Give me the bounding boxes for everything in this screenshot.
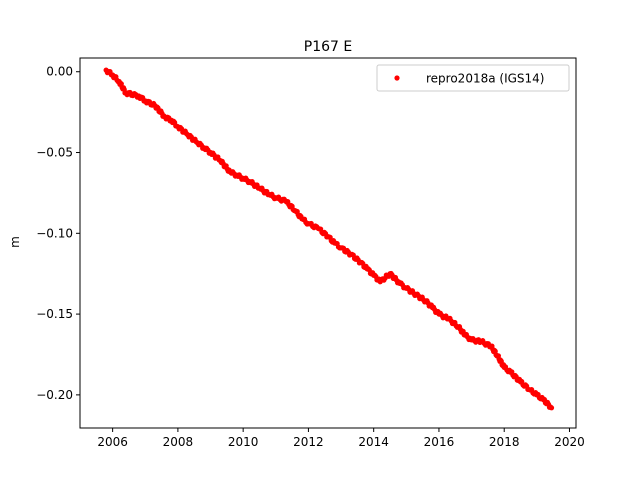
y-tick-label: −0.15 bbox=[36, 307, 73, 321]
x-tick-label: 2018 bbox=[489, 435, 520, 449]
x-tick-label: 2008 bbox=[163, 435, 194, 449]
legend-marker-dot-icon bbox=[394, 75, 400, 81]
x-axis-ticks: 2006 2008 2010 2012 2014 2016 2018 2020 bbox=[97, 428, 585, 449]
data-point-fill bbox=[547, 404, 554, 410]
legend-box bbox=[376, 64, 570, 92]
legend-entry-label: repro2018a (IGS14) bbox=[426, 72, 544, 86]
x-tick-label: 2010 bbox=[228, 435, 259, 449]
y-tick-label: −0.05 bbox=[36, 146, 73, 160]
x-tick-label: 2012 bbox=[293, 435, 324, 449]
x-tick-label: 2020 bbox=[554, 435, 585, 449]
chart-title: P167 E bbox=[304, 39, 352, 55]
y-axis-label: m bbox=[8, 236, 22, 248]
data-points bbox=[103, 67, 555, 411]
y-tick-label: −0.10 bbox=[36, 226, 73, 240]
x-tick-label: 2014 bbox=[358, 435, 389, 449]
plot-area-frame bbox=[79, 57, 577, 429]
data-point-fill bbox=[151, 100, 157, 107]
x-tick-label: 2006 bbox=[97, 435, 128, 449]
y-axis-ticks: 0.00 −0.05 −0.10 −0.15 −0.20 bbox=[36, 65, 80, 402]
x-tick-label: 2016 bbox=[424, 435, 455, 449]
legend: repro2018a (IGS14) bbox=[376, 64, 570, 92]
y-tick-label: −0.20 bbox=[36, 388, 73, 402]
y-tick-label: 0.00 bbox=[46, 65, 73, 79]
